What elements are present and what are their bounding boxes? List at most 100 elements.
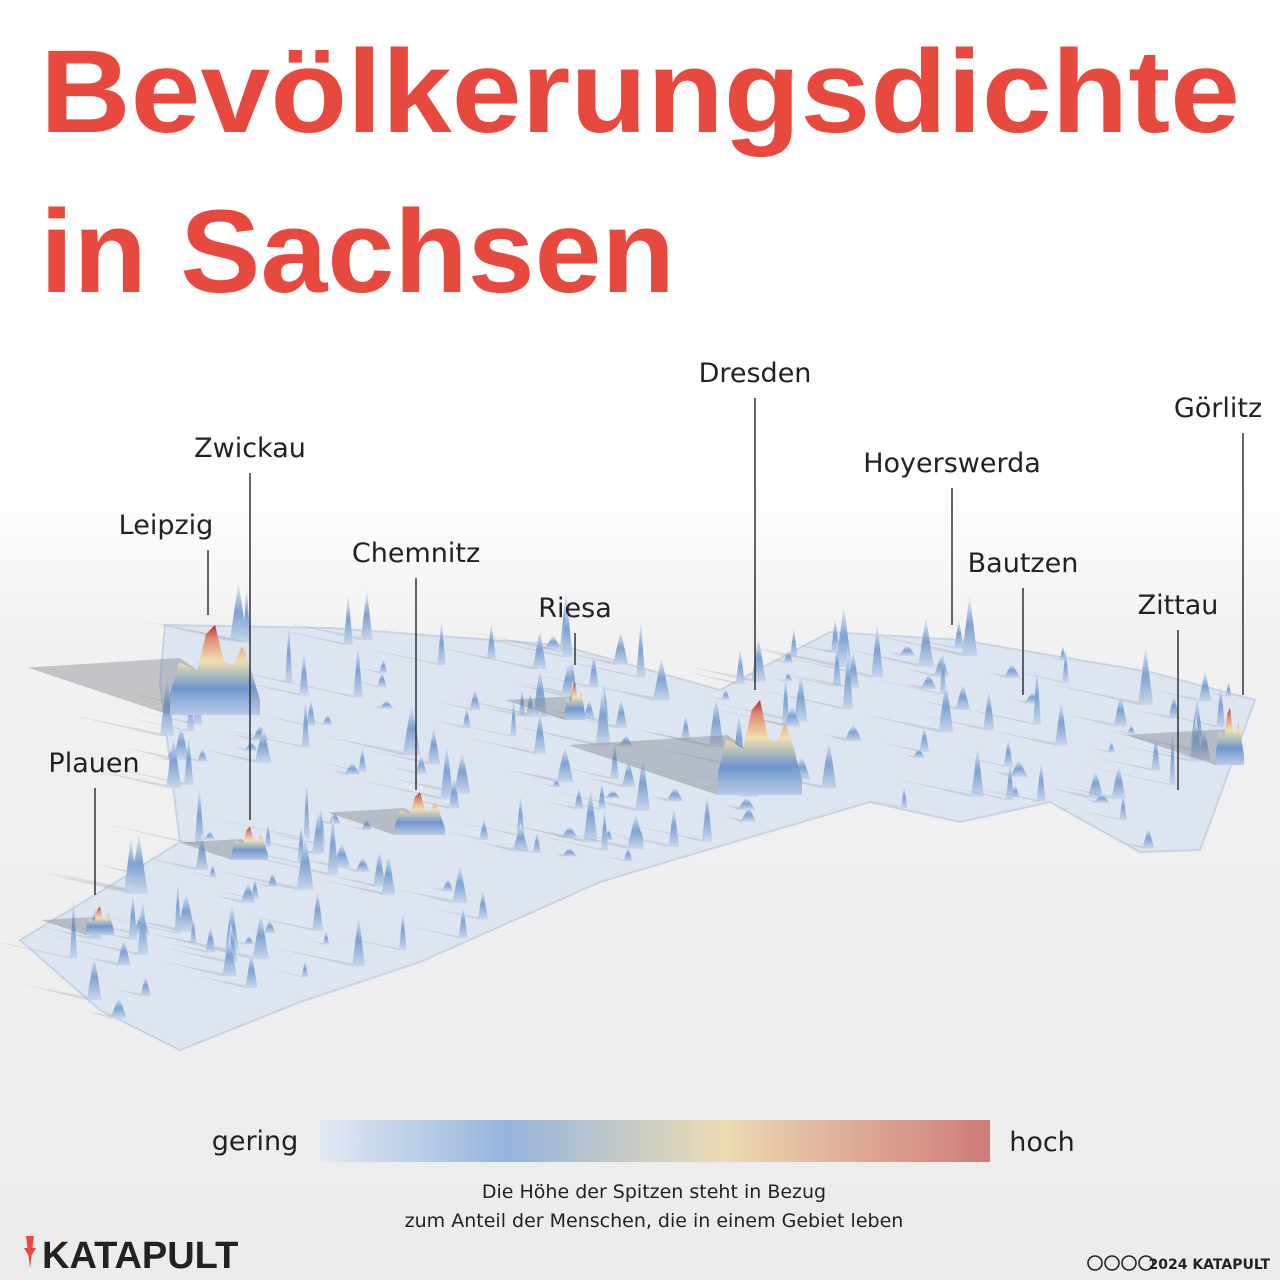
spike [1087, 769, 1104, 799]
shadow [389, 766, 427, 774]
spike [264, 919, 276, 934]
shadow [322, 880, 396, 895]
shadow [555, 799, 606, 810]
spike [740, 806, 757, 822]
spike [721, 688, 730, 700]
spike [583, 785, 598, 843]
shadow [476, 637, 573, 658]
spike [205, 924, 216, 953]
shadow [458, 698, 548, 717]
spike [343, 593, 353, 645]
city-label: Zwickau [194, 433, 306, 464]
spike [296, 833, 314, 891]
spike [901, 785, 908, 808]
peak [718, 700, 802, 795]
peak [232, 826, 268, 860]
spike [532, 665, 548, 717]
legend-low: gering [212, 1126, 299, 1157]
shadow [156, 622, 251, 643]
spike [1189, 715, 1203, 762]
shadow [235, 747, 258, 751]
spike [526, 690, 535, 717]
shadow [515, 681, 578, 695]
spike [323, 930, 330, 945]
spike [361, 818, 372, 830]
shadow [1092, 748, 1115, 753]
shadow [502, 845, 541, 853]
spike [442, 878, 454, 892]
caption: zum Anteil der Menschen, die in einem Ge… [405, 1210, 904, 1232]
spike [190, 916, 197, 944]
spike [790, 626, 798, 658]
shadow [871, 634, 978, 656]
spike [842, 647, 854, 710]
spike [783, 649, 794, 663]
shadow [286, 622, 373, 640]
spike [251, 876, 259, 899]
spike [588, 652, 599, 688]
spike [240, 881, 256, 903]
spike [1113, 693, 1128, 727]
shadow [1078, 810, 1127, 821]
shadow [45, 871, 138, 891]
city-label: Görlitz [1174, 393, 1262, 424]
spike [303, 776, 310, 840]
spike [415, 753, 427, 774]
shadow [825, 734, 863, 741]
city-label: Leipzig [119, 510, 214, 541]
spike [1093, 793, 1110, 803]
shadow [368, 649, 446, 666]
shadow [867, 677, 947, 695]
spike [352, 913, 365, 967]
spike [512, 823, 529, 852]
shadow [40, 872, 148, 894]
shadow [685, 665, 766, 682]
spike [458, 904, 468, 939]
shadow [432, 720, 471, 728]
shadow [396, 889, 468, 904]
shadow [566, 652, 629, 665]
spike [195, 832, 209, 870]
spike [379, 699, 394, 709]
spike [597, 780, 606, 810]
shadow [360, 668, 388, 674]
spike [1198, 727, 1211, 760]
shadow [304, 939, 330, 945]
spike [373, 848, 386, 887]
city-label: Zittau [1138, 590, 1219, 621]
spike [666, 786, 684, 802]
shadow [511, 706, 578, 721]
spike [737, 796, 756, 810]
shadow [448, 831, 489, 840]
shadow [904, 668, 949, 677]
peak [395, 792, 445, 835]
spike [933, 653, 949, 677]
shadow [1077, 764, 1176, 786]
spike [793, 671, 808, 722]
shadow [116, 714, 195, 732]
spike [469, 688, 481, 711]
spike [244, 741, 258, 751]
spike [574, 786, 584, 809]
shadow [391, 778, 471, 794]
shadow [166, 942, 216, 953]
spike [285, 621, 293, 683]
spike [327, 812, 339, 875]
shadow [249, 915, 324, 931]
spike [312, 808, 325, 854]
shadow [881, 742, 930, 752]
spike [486, 622, 496, 659]
shadow [126, 692, 171, 702]
spike [544, 635, 562, 649]
shadow [642, 730, 691, 740]
city-label: Chemnitz [352, 538, 480, 569]
shadow [469, 738, 546, 754]
spike [708, 694, 724, 748]
city-label: Dresden [699, 358, 812, 389]
shadow [149, 933, 197, 944]
spike [197, 747, 208, 762]
shadow [167, 948, 238, 963]
spike [462, 706, 471, 728]
shadow [1038, 655, 1066, 661]
shadow [576, 836, 645, 849]
